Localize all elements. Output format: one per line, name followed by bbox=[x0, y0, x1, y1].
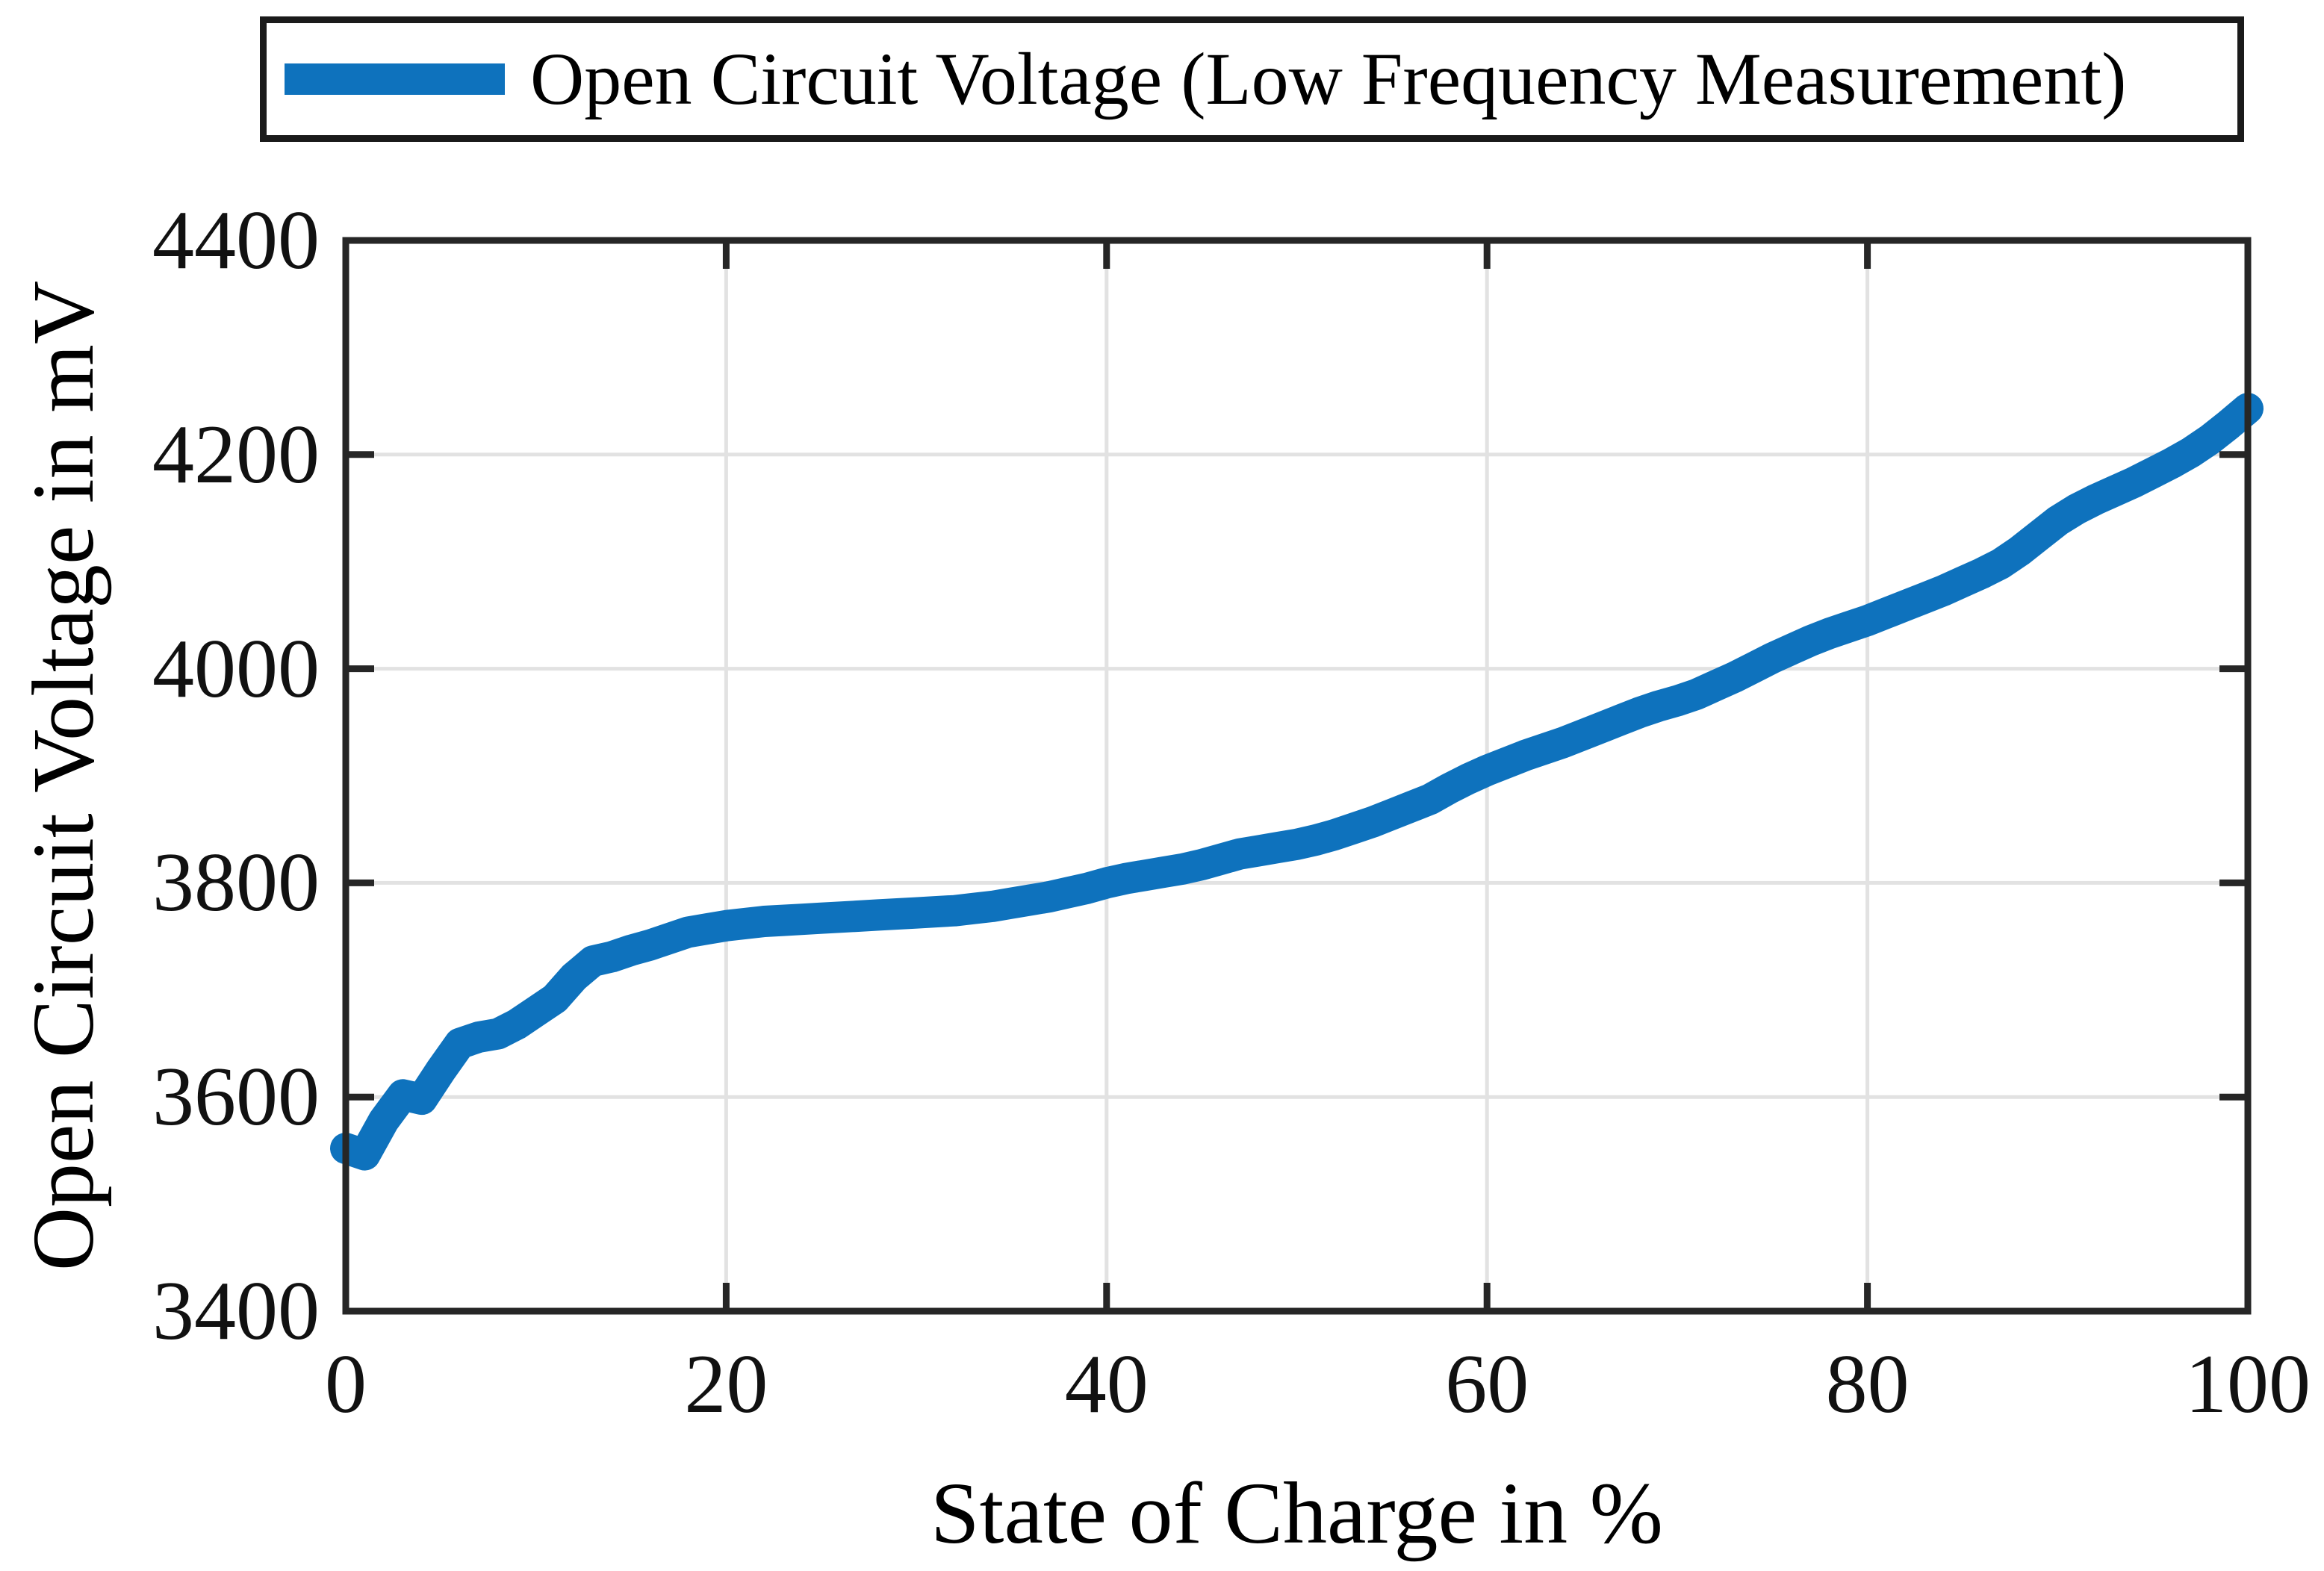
y-tick-label: 4000 bbox=[152, 622, 320, 715]
y-tick-label: 4200 bbox=[152, 408, 320, 501]
y-axis-label: Open Circuit Voltage in mV bbox=[14, 280, 112, 1272]
y-tick-label: 3800 bbox=[152, 836, 320, 930]
y-tick-label: 3600 bbox=[152, 1051, 320, 1144]
legend: Open Circuit Voltage (Low Frequency Meas… bbox=[260, 16, 2244, 142]
legend-line-sample bbox=[285, 63, 505, 95]
x-tick-label: 60 bbox=[1445, 1338, 1529, 1431]
x-tick-label: 40 bbox=[1064, 1338, 1149, 1431]
x-tick-label: 80 bbox=[1825, 1338, 1910, 1431]
legend-label: Open Circuit Voltage (Low Frequency Meas… bbox=[530, 37, 2127, 120]
x-tick-label: 0 bbox=[325, 1338, 367, 1431]
plot-frame bbox=[342, 237, 2252, 1315]
x-axis-label: State of Charge in % bbox=[930, 1464, 1663, 1562]
ocv-curve bbox=[330, 393, 2264, 1171]
y-tick-label: 4400 bbox=[152, 194, 320, 287]
x-tick-label: 100 bbox=[2185, 1338, 2311, 1431]
y-tick-label: 3400 bbox=[152, 1265, 320, 1357]
x-tick-label: 20 bbox=[684, 1338, 768, 1431]
